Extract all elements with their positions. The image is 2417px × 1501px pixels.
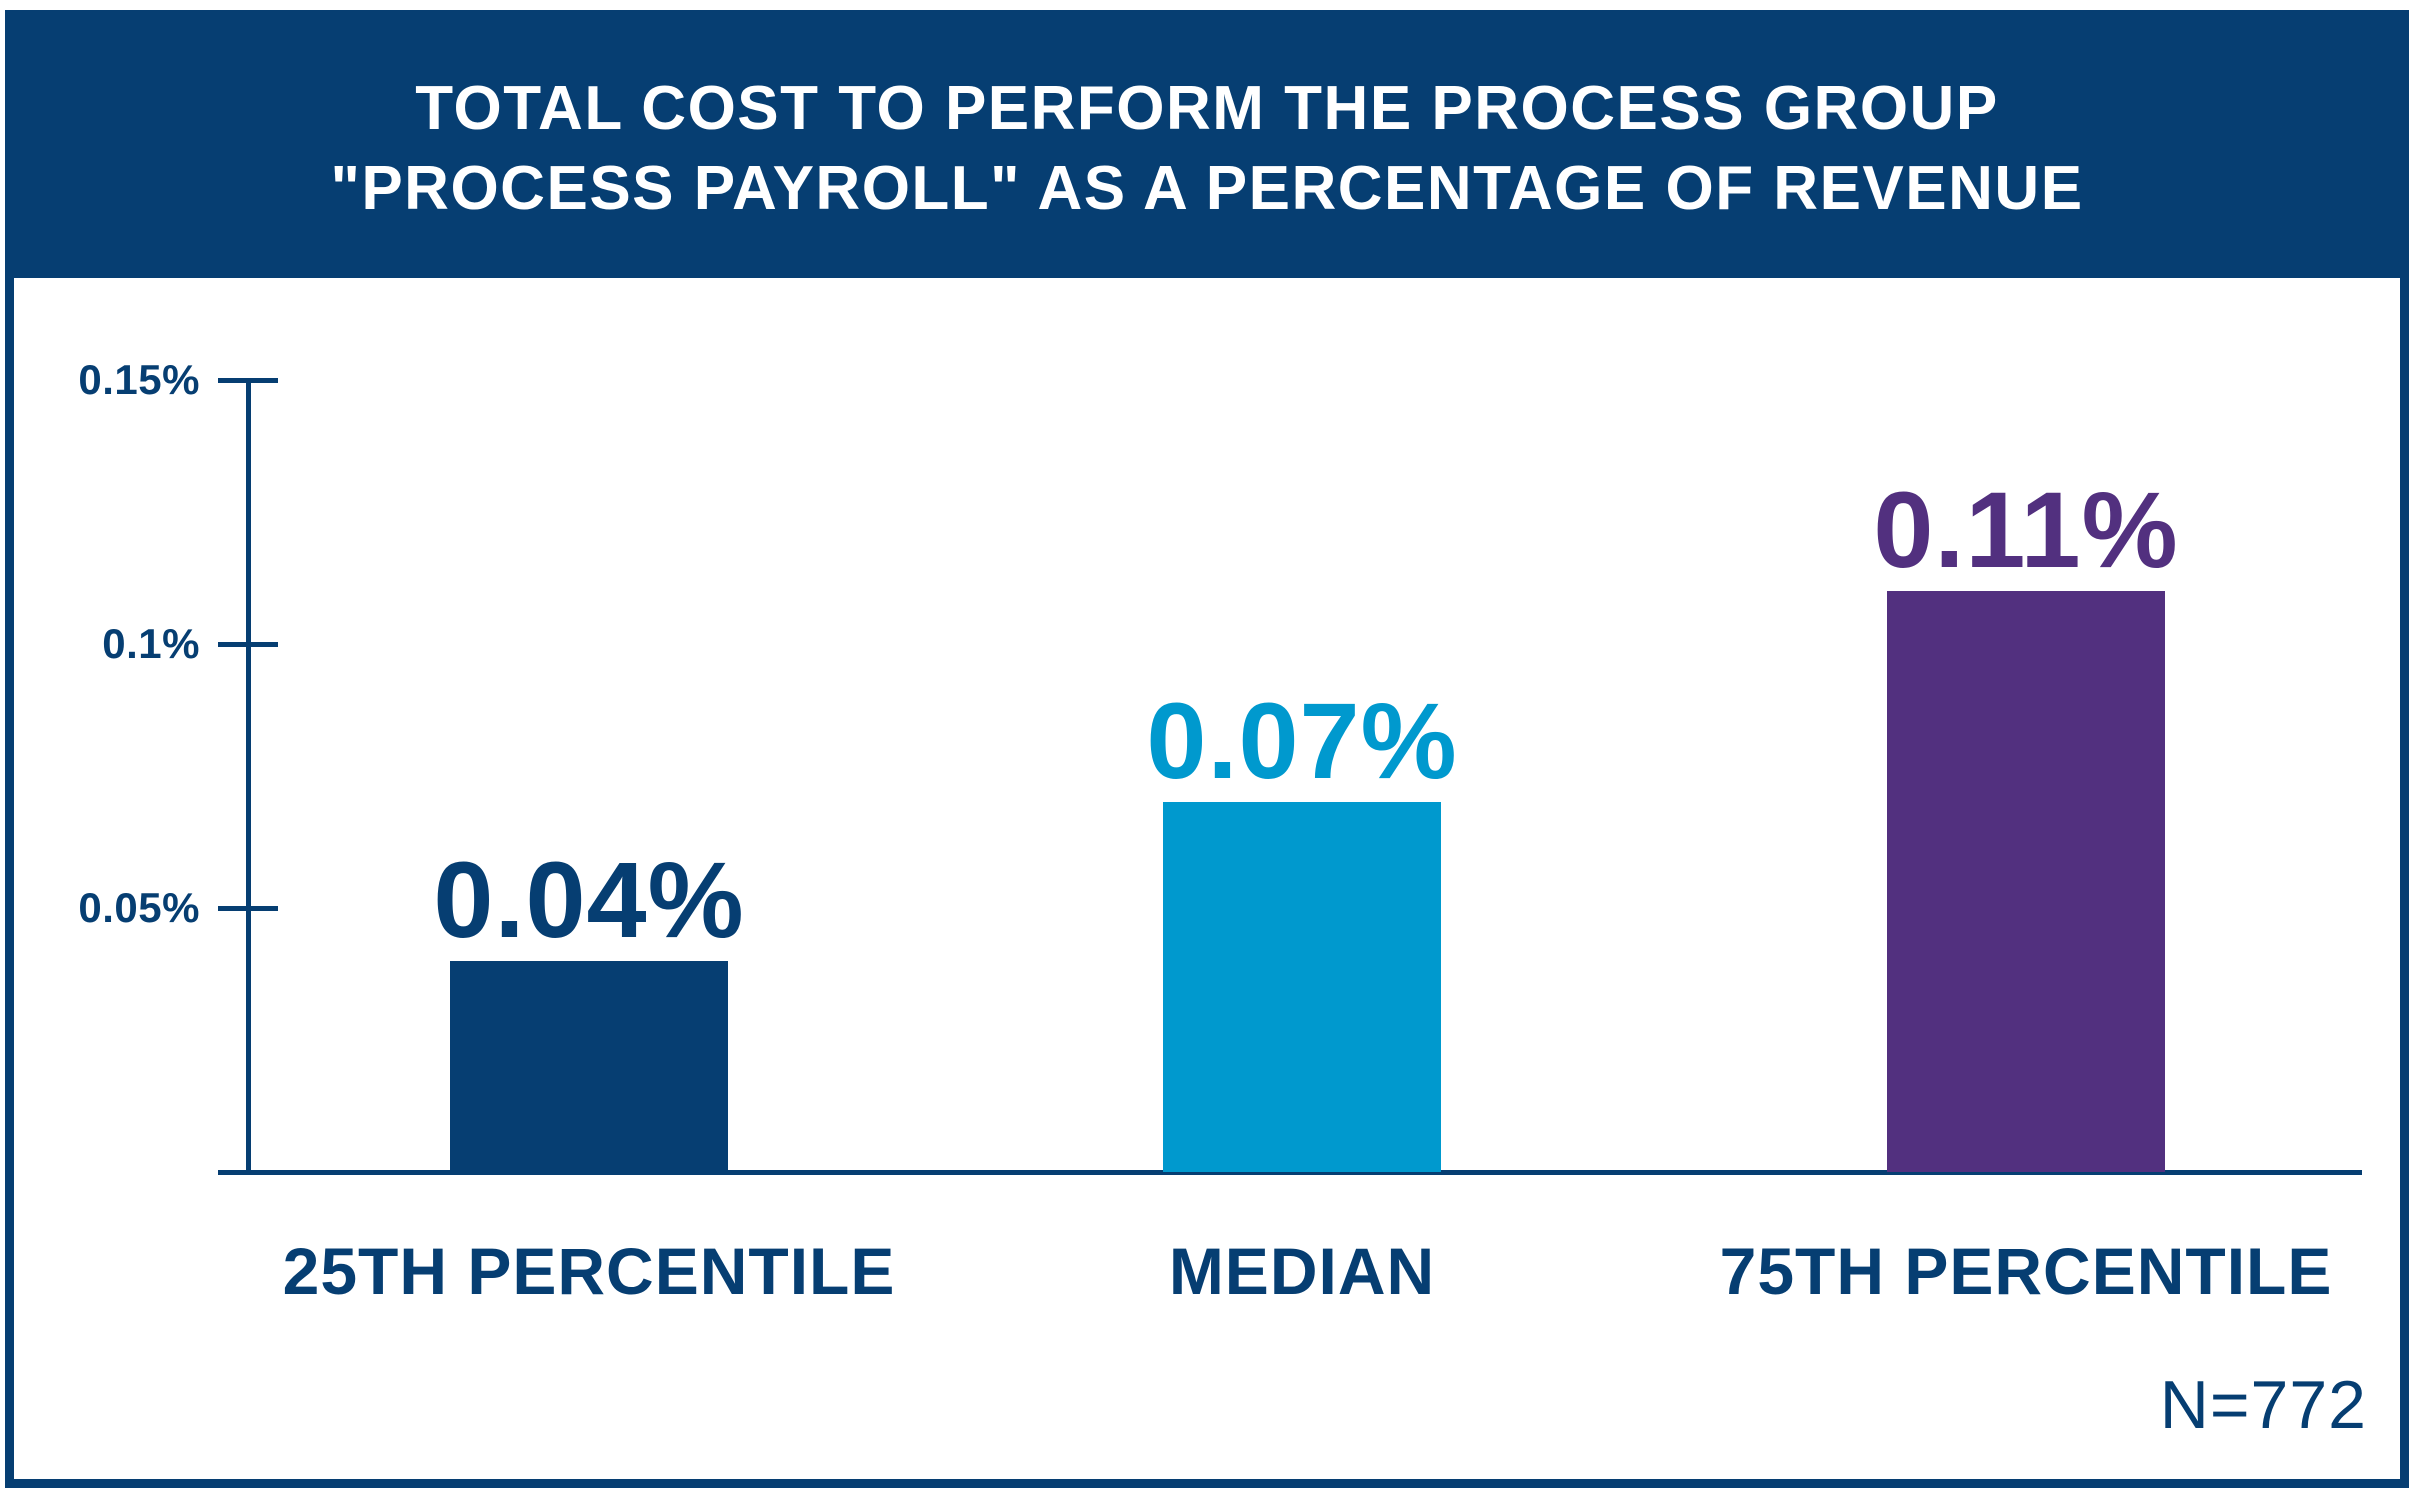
bar-category-label: MEDIAN xyxy=(1168,1234,1436,1308)
plot-area: N=772 0.15% 0.1% 0.05% 0.04% 25TH PERCENTILE… xyxy=(14,278,2400,1479)
y-axis-line xyxy=(246,378,251,1174)
y-tick-label: 0.05% xyxy=(78,884,200,931)
y-tick-label: 0.15% xyxy=(78,356,200,403)
chart-title: TOTAL COST TO PERFORM THE PROCESS GROUP … xyxy=(330,69,2083,229)
bar-value-label: 0.04% xyxy=(433,839,745,960)
chart-title-line1: TOTAL COST TO PERFORM THE PROCESS GROUP xyxy=(415,73,1999,143)
bar-value-label: 0.11% xyxy=(1873,469,2179,590)
y-tick-line xyxy=(218,642,278,647)
y-tick-line xyxy=(218,906,278,911)
y-tick-line xyxy=(218,378,278,383)
x-axis-line xyxy=(218,1170,2362,1175)
bar-category-label: 25TH PERCENTILE xyxy=(282,1234,896,1308)
sample-size-label: N=772 xyxy=(2159,1367,2367,1443)
y-tick-label: 0.1% xyxy=(102,620,200,667)
bar xyxy=(1163,802,1441,1172)
bar xyxy=(1887,591,2165,1172)
chart-header: TOTAL COST TO PERFORM THE PROCESS GROUP … xyxy=(14,19,2400,278)
bar-category-label: 75TH PERCENTILE xyxy=(1719,1234,2333,1308)
chart-title-line2: "PROCESS PAYROLL" AS A PERCENTAGE OF REV… xyxy=(330,153,2084,223)
bar xyxy=(450,961,728,1172)
bar-value-label: 0.07% xyxy=(1146,680,1458,801)
chart-frame: TOTAL COST TO PERFORM THE PROCESS GROUP … xyxy=(5,10,2409,1488)
